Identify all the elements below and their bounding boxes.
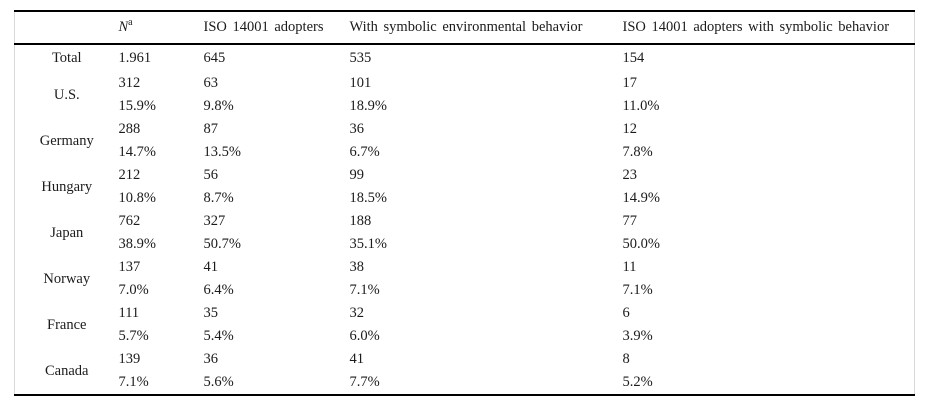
cell-n-pct: 38.9% [118,236,156,252]
row-label-france: France [47,316,87,333]
cell-iso-symbolic: 11 [622,259,637,275]
cell-n: 137 [118,259,141,275]
cell-iso-pct: 13.5% [203,144,241,160]
cell-symbolic-pct: 6.7% [349,144,380,160]
cell-symbolic: 99 [349,167,365,183]
cell-symbolic-pct: 18.5% [349,190,387,206]
cell-n: 139 [118,351,141,367]
cell-iso-symbolic: 8 [622,351,630,367]
cell-symbolic: 32 [349,305,365,321]
col-header-n: Na [118,11,204,45]
col-header-iso-adopters: ISO 14001 adopters [203,11,350,45]
cell-n: 212 [118,167,141,183]
cell-iso-symbolic: 77 [622,213,638,229]
cell-iso: 56 [203,167,219,183]
cell-symbolic-pct: 7.1% [349,282,380,298]
table-row-hungary-count: Hungary 212 56 99 23 [15,164,915,195]
cell-symbolic: 41 [349,351,365,367]
cell-iso-symbolic-pct: 7.1% [622,282,653,298]
total-iso-symbolic: 154 [622,50,645,66]
cell-iso-symbolic-pct: 7.8% [622,144,653,160]
cell-iso-symbolic-pct: 3.9% [622,328,653,344]
cell-iso-pct: 8.7% [203,190,234,206]
table-row-us-pct: 15.9% 9.8% 18.9% 11.0% [15,95,915,118]
cell-iso-pct: 5.4% [203,328,234,344]
cell-iso-symbolic: 12 [622,121,638,137]
table-row-germany-pct: 14.7% 13.5% 6.7% 7.8% [15,141,915,164]
cell-iso: 327 [203,213,226,229]
row-label-total: Total [51,50,82,66]
iso14001-adoption-table: Na ISO 14001 adopters With symbolic envi… [14,10,915,396]
table-row-hungary-pct: 10.8% 8.7% 18.5% 14.9% [15,187,915,210]
n-superscript: a [128,17,133,29]
cell-iso: 87 [203,121,219,137]
table-container: Na ISO 14001 adopters With symbolic envi… [14,10,915,396]
row-label-canada: Canada [45,362,89,379]
col-header-empty [14,11,119,45]
cell-iso: 35 [203,305,219,321]
table-row-canada-count: Canada 139 36 41 8 [15,348,915,379]
cell-n: 762 [118,213,141,229]
cell-n-pct: 15.9% [118,98,156,114]
cell-iso: 63 [203,75,219,91]
table-body: Total 1.961 645 535 154 U.S. 312 63 101 … [15,44,915,395]
cell-n-pct: 7.1% [118,374,149,390]
cell-symbolic: 188 [349,213,372,229]
table-row-france-pct: 5.7% 5.4% 6.0% 3.9% [15,325,915,348]
row-label-norway: Norway [43,270,91,287]
row-label-us: U.S. [53,86,80,103]
cell-iso-symbolic: 17 [622,75,638,91]
cell-iso-symbolic-pct: 50.0% [622,236,660,252]
cell-iso-symbolic: 23 [622,167,638,183]
cell-iso-symbolic-pct: 11.0% [622,98,660,114]
cell-symbolic: 36 [349,121,365,137]
col-header-symbolic-behavior: With symbolic environmental behavior [349,11,623,45]
cell-iso: 41 [203,259,219,275]
row-label-japan: Japan [50,224,84,241]
table-row-japan-count: Japan 762 327 188 77 [15,210,915,241]
table-row-germany-count: Germany 288 87 36 12 [15,118,915,149]
cell-iso-symbolic-pct: 5.2% [622,374,653,390]
cell-symbolic-pct: 35.1% [349,236,387,252]
table-row-canada-pct: 7.1% 5.6% 7.7% 5.2% [15,371,915,395]
row-label-germany: Germany [39,132,94,149]
cell-n-pct: 5.7% [118,328,149,344]
cell-iso-pct: 6.4% [203,282,234,298]
cell-iso-symbolic: 6 [622,305,630,321]
row-label-hungary: Hungary [41,178,93,195]
cell-n-pct: 14.7% [118,144,156,160]
cell-n-pct: 7.0% [118,282,149,298]
table-row-norway-count: Norway 137 41 38 11 [15,256,915,287]
total-symbolic: 535 [349,50,372,66]
cell-n: 111 [118,305,140,321]
cell-iso-symbolic-pct: 14.9% [622,190,660,206]
cell-iso-pct: 5.6% [203,374,234,390]
cell-symbolic-pct: 18.9% [349,98,387,114]
cell-iso: 36 [203,351,219,367]
cell-iso-pct: 50.7% [203,236,241,252]
table-row-japan-pct: 38.9% 50.7% 35.1% 50.0% [15,233,915,256]
cell-symbolic-pct: 7.7% [349,374,380,390]
cell-iso-pct: 9.8% [203,98,234,114]
total-n: 1.961 [118,50,152,66]
cell-symbolic: 101 [349,75,372,91]
table-row-total: Total 1.961 645 535 154 [15,44,915,72]
header-row: Na ISO 14001 adopters With symbolic envi… [14,11,915,45]
cell-symbolic-pct: 6.0% [349,328,380,344]
table-row-us-count: U.S. 312 63 101 17 [15,72,915,103]
table-row-france-count: France 111 35 32 6 [15,302,915,333]
cell-n: 288 [118,121,141,137]
cell-n-pct: 10.8% [118,190,156,206]
n-label: N [118,19,129,35]
cell-n: 312 [118,75,141,91]
table-header: Na ISO 14001 adopters With symbolic envi… [14,11,915,45]
table-row-norway-pct: 7.0% 6.4% 7.1% 7.1% [15,279,915,302]
cell-symbolic: 38 [349,259,365,275]
total-iso: 645 [203,50,226,66]
col-header-iso-symbolic: ISO 14001 adopters with symbolic behavio… [622,11,915,45]
